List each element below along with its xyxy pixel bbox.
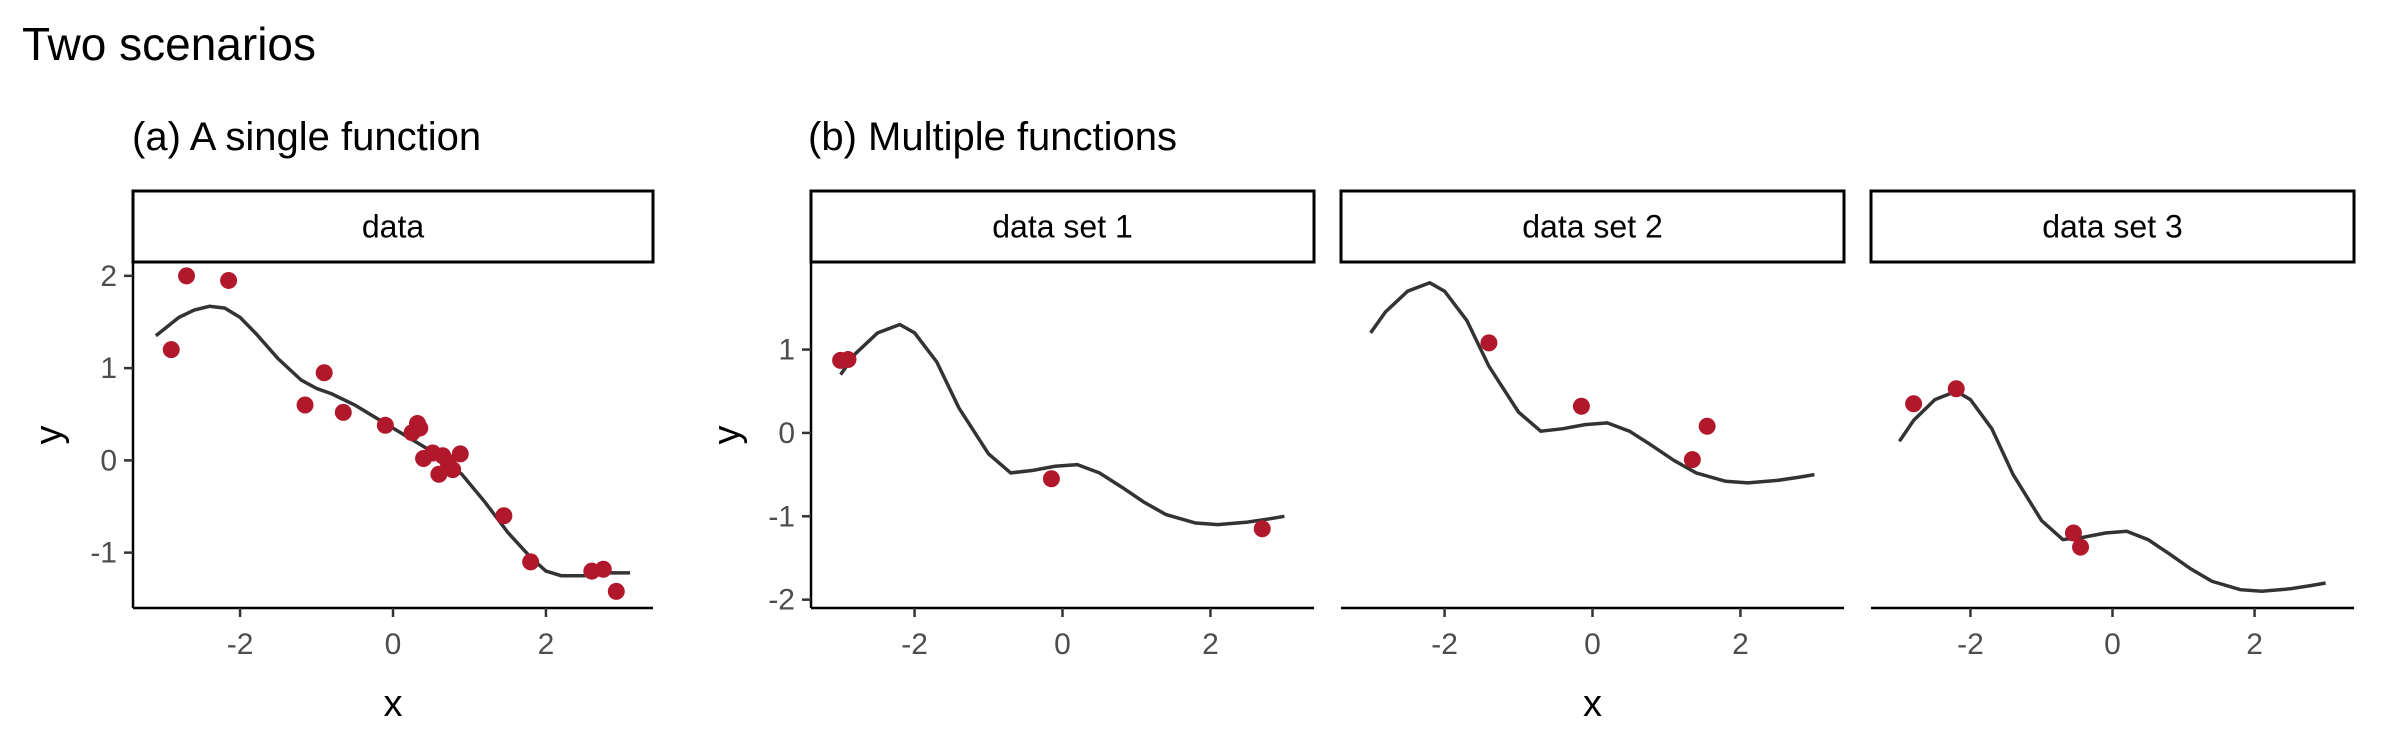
panel-a-data-point xyxy=(315,364,333,382)
panel-b1-y-axis-title: y xyxy=(706,426,748,445)
panel-b2-data-point xyxy=(1572,397,1590,415)
panel-b2-strip-label: data set 2 xyxy=(1522,209,1663,245)
panel-b3-data-point xyxy=(2072,538,2090,556)
panel-a-y-tick-label: 1 xyxy=(100,352,117,385)
panel-a-data-point xyxy=(522,553,540,571)
panel-b1-data-point xyxy=(1253,520,1271,538)
panel-b2-data-point xyxy=(1480,334,1498,352)
panel-b3-x-tick-label: -2 xyxy=(1957,628,1984,661)
panel-b3-data-point xyxy=(1947,380,1965,398)
panel-a-y-tick-label: -1 xyxy=(90,537,117,570)
panel-a-x-tick-label: 2 xyxy=(538,628,555,661)
panel-a-strip-label: data xyxy=(362,209,424,245)
panel-a-x-tick-label: -2 xyxy=(227,628,254,661)
figure-title: Two scenarios xyxy=(22,18,316,70)
panel-b2-panel: data set 2 -2 0 2 x xyxy=(1339,189,1846,725)
panel-b3-strip-label: data set 3 xyxy=(2042,209,2183,245)
panel-a-y-tick-label: 0 xyxy=(100,444,117,477)
panel-b2-x-tick-label: -2 xyxy=(1431,628,1458,661)
panel-b1-data-point xyxy=(839,351,857,369)
panel-b2-x-tick-label: 2 xyxy=(1732,628,1749,661)
panel-a-data-point xyxy=(594,560,612,578)
panel-b1-fitted-curve xyxy=(839,322,1285,527)
panel-a-data-point xyxy=(444,461,462,479)
panel-b1-strip xyxy=(809,189,1316,264)
panel-a-strip xyxy=(131,189,655,264)
panel-b1-x-tick-label: 0 xyxy=(1054,628,1071,661)
panel-b1-y-tick-label: 0 xyxy=(778,417,795,450)
panel-b3-strip xyxy=(1869,189,2356,264)
panel-a-data-point xyxy=(376,416,394,434)
panel-a-data-point xyxy=(296,396,314,414)
panel-b3-x-tick-label: 0 xyxy=(2104,628,2121,661)
panel-a-data-point xyxy=(162,341,180,359)
panel-a-fitted-curve xyxy=(154,304,631,578)
panel-b1-y-tick-label: -2 xyxy=(768,584,795,617)
subtitle-a: (a) A single function xyxy=(132,115,481,159)
panel-b2-x-axis-title: x xyxy=(1583,683,1602,725)
panel-a-y-axis-title: y xyxy=(28,426,70,445)
panel-a-data-point xyxy=(178,267,196,285)
panel-a-y-tick-label: 2 xyxy=(100,260,117,293)
panel-b2-data-point xyxy=(1683,451,1701,469)
panel-a-data-point xyxy=(430,465,448,483)
panel-b1-strip-label: data set 1 xyxy=(992,209,1133,245)
panel-a-x-tick-label: 0 xyxy=(385,628,402,661)
panel-b3-panel: data set 3 -2 0 2 xyxy=(1869,189,2356,661)
panel-b2-data-point xyxy=(1698,417,1716,435)
panel-b3-x-tick-label: 2 xyxy=(2246,628,2263,661)
panel-b1-y-tick-label: -1 xyxy=(768,500,795,533)
panel-a-x-axis-title: x xyxy=(384,683,403,725)
panel-a-data-point xyxy=(334,403,352,421)
panel-b1-panel: data set 1 -2 0 2 -2 -1 0 1 y xyxy=(706,189,1316,661)
panel-b1-x-tick-label: -2 xyxy=(901,628,928,661)
panel-a-panel: data -2 0 2 -1 0 1 2 y x xyxy=(28,189,655,725)
panel-b2-strip xyxy=(1339,189,1846,264)
panel-a-data-point xyxy=(607,582,625,600)
panel-b1-x-tick-label: 2 xyxy=(1202,628,1219,661)
panel-b1-data-point xyxy=(1042,470,1060,488)
panel-a-data-point xyxy=(411,419,429,437)
panel-b3-fitted-curve xyxy=(1897,389,2326,594)
panel-b3-data-point xyxy=(2064,524,2082,542)
panel-b1-y-tick-label: 1 xyxy=(778,334,795,367)
subtitle-b: (b) Multiple functions xyxy=(808,115,1177,159)
panel-b2-fitted-curve xyxy=(1369,280,1815,485)
panel-a-data-point xyxy=(451,445,469,463)
panel-b2-x-tick-label: 0 xyxy=(1584,628,1601,661)
panel-a-data-point xyxy=(220,271,238,289)
panel-b3-data-point xyxy=(1905,395,1923,413)
panel-a-data-point xyxy=(495,507,513,525)
